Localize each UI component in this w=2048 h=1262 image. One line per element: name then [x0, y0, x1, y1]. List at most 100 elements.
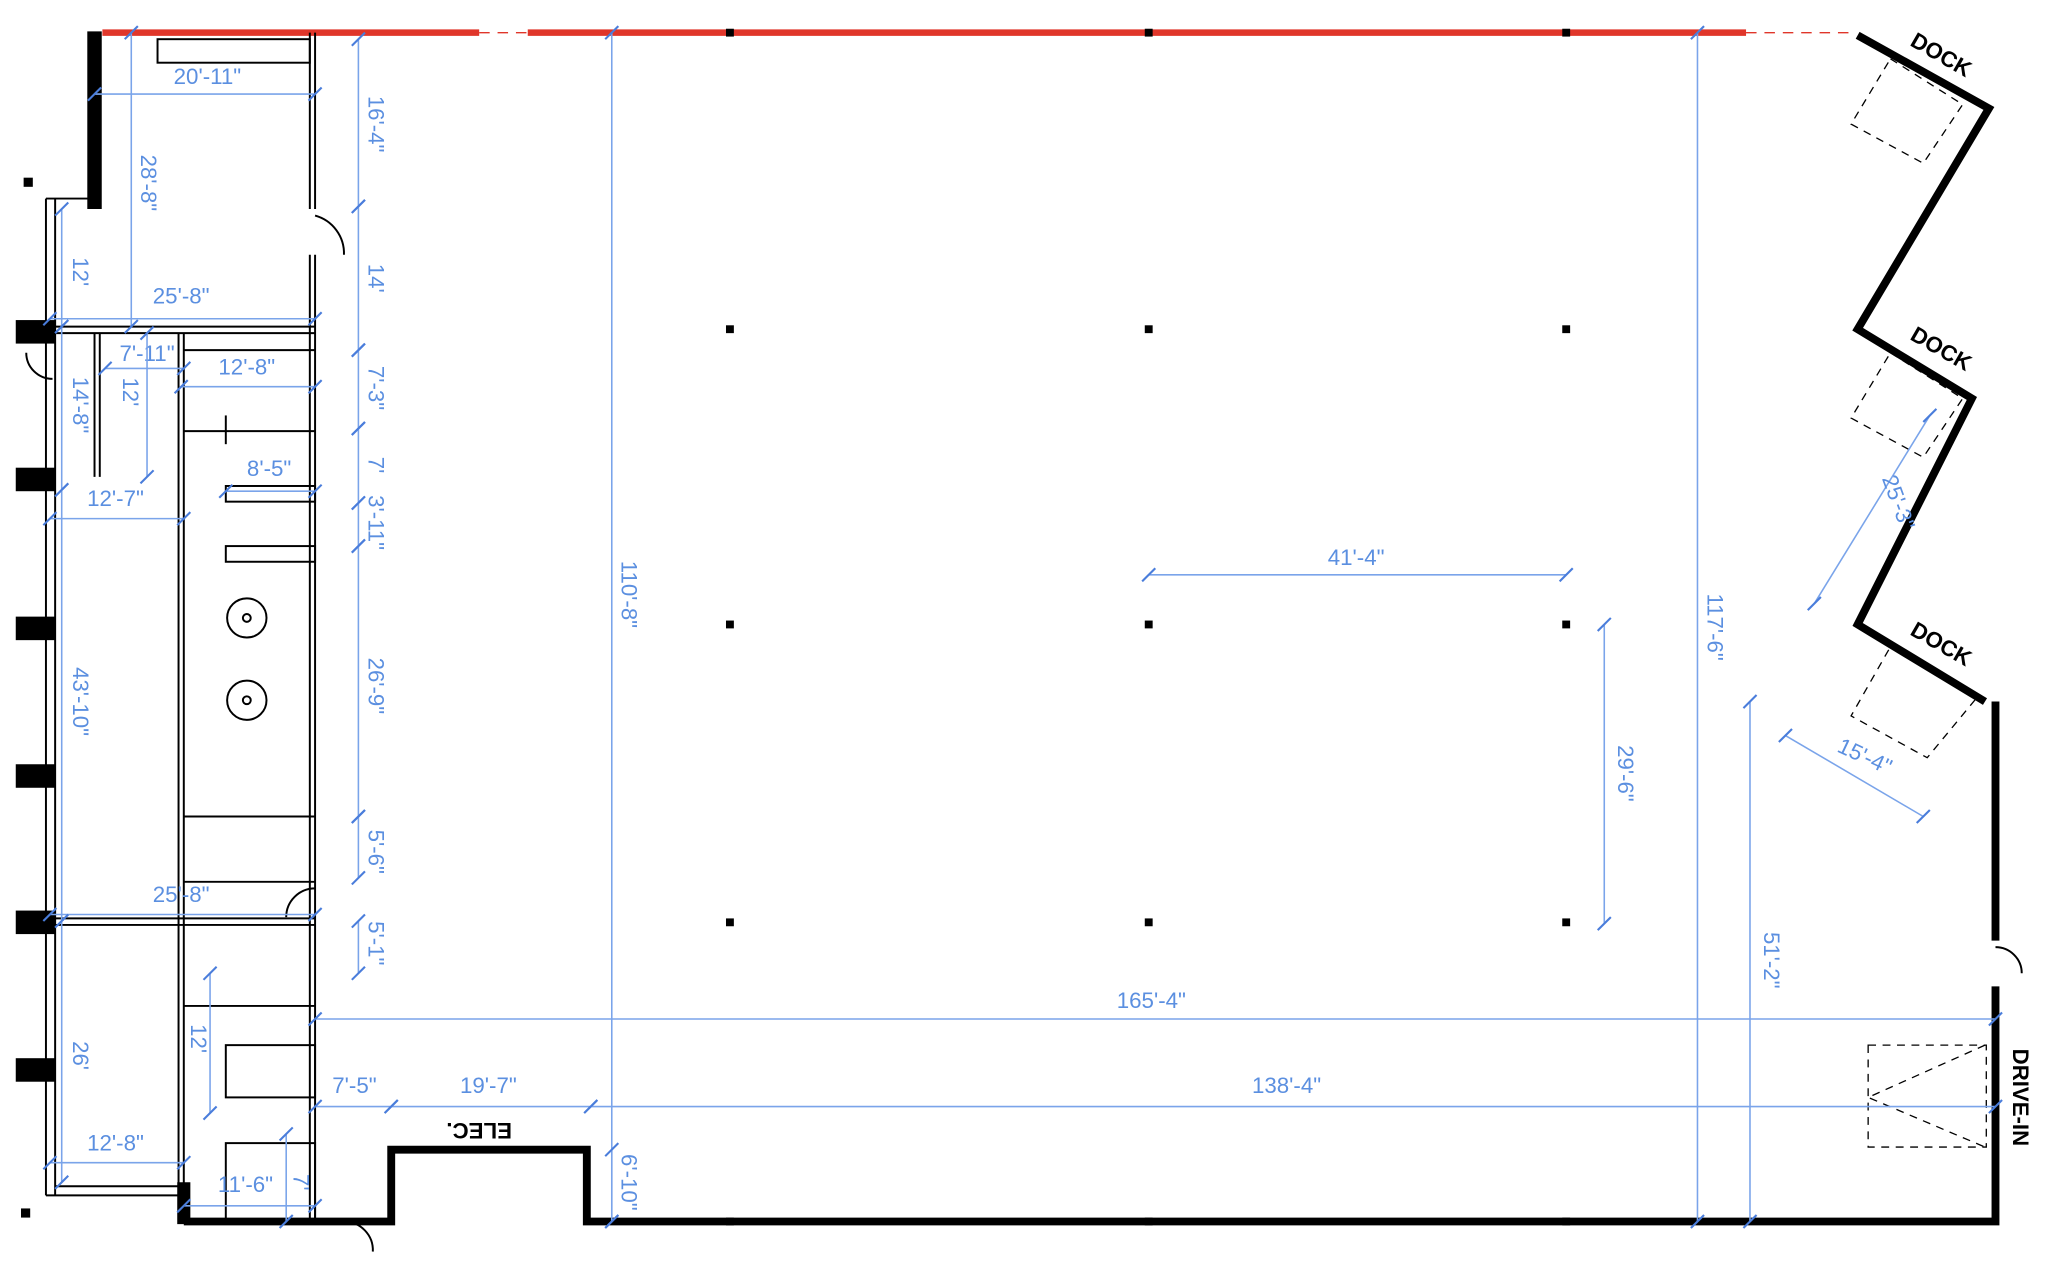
dimension-annotations: 20'-11"28'-8"16'-4"14'12'25'-8"7'-11"12'… [42, 25, 2003, 1229]
dimension-label: 117'-6" [1702, 593, 1727, 660]
dimension-label: 12' [68, 257, 93, 286]
dimension-label: 41'-4" [1328, 545, 1385, 570]
dimension-tick [307, 483, 323, 499]
dimension-tick [351, 495, 366, 511]
dimension-tick [139, 325, 155, 341]
dimension-tick [1778, 728, 1793, 743]
dimension-tick [351, 966, 366, 981]
dimension-tick [604, 25, 620, 40]
dimension-tick [307, 311, 323, 327]
dimension-label: 20'-11" [174, 64, 242, 89]
dimension-label: 16'-4" [363, 96, 388, 153]
column-marker [1144, 28, 1153, 37]
dimension-label: 7'-3" [363, 366, 388, 410]
dimension-tick [42, 907, 58, 922]
dimension-tick [351, 31, 366, 47]
dimension-line [1785, 734, 1924, 818]
dimension-label: 6'-10" [617, 1154, 642, 1211]
dimension-label: 51'-2" [1759, 932, 1784, 989]
dimension-label: 29'-6" [1613, 745, 1638, 802]
dimension-tick [307, 1011, 323, 1027]
dimension-label: 12' [118, 377, 143, 406]
dimension-tick [351, 913, 366, 929]
dimension-tick [1596, 916, 1612, 931]
dimension-tick [42, 511, 58, 526]
column-marker [1562, 28, 1571, 37]
dimension-tick [1558, 567, 1574, 583]
dimension-label: 15'-4" [1834, 733, 1896, 780]
room-labels: ELEC. DOCK DOCK DOCK DRIVE-IN [446, 28, 2033, 1146]
dimension-label: 12' [186, 1024, 211, 1053]
dimension-tick [218, 483, 234, 499]
dimension-label: 19'-7" [460, 1073, 517, 1098]
dimension-tick [383, 1099, 399, 1114]
dimension-label: 28'-8" [136, 155, 161, 212]
dimension-tick [604, 1142, 620, 1157]
dimension-tick [1988, 1099, 2003, 1114]
dimension-label: 12'-8" [218, 354, 275, 379]
dimension-tick [123, 25, 139, 40]
dimension-tick [1690, 1214, 1705, 1229]
dimension-tick [54, 319, 70, 334]
column-marker [725, 325, 734, 334]
label-drive-in: DRIVE-IN [2008, 1049, 2033, 1146]
dimension-label: 25'-8" [153, 284, 210, 309]
dimension-tick [202, 966, 218, 981]
dimension-tick [42, 1155, 58, 1170]
dimension-tick [351, 809, 366, 824]
dimension-tick [42, 311, 58, 327]
dimension-tick [278, 1214, 294, 1229]
dimension-tick [54, 482, 70, 498]
column-marker [1144, 620, 1153, 629]
dimension-tick [351, 199, 366, 214]
column-marker [725, 28, 734, 37]
column-marker [1144, 325, 1153, 334]
label-dock-1: DOCK [1906, 28, 1975, 82]
dimension-label: 25'-8" [153, 882, 210, 907]
dimension-label: 43'-10" [68, 667, 93, 736]
dimension-label: 110'-8" [617, 561, 642, 628]
dimension-tick [1742, 1214, 1758, 1229]
dimension-label: 26'-9" [363, 658, 388, 715]
dimension-tick [1596, 617, 1612, 632]
dimension-tick [307, 907, 323, 922]
dimension-tick [604, 1214, 620, 1229]
dimension-label: 11'-6" [218, 1172, 273, 1197]
dimension-tick [202, 1105, 218, 1121]
dimension-tick [307, 1099, 323, 1114]
dimension-tick [1922, 408, 1938, 423]
dimension-tick [176, 361, 192, 376]
dimension-tick [1988, 1011, 2003, 1027]
dimension-tick [123, 319, 139, 334]
column-marker [1562, 1217, 1571, 1226]
dimension-tick [54, 201, 70, 217]
exterior-walls [87, 31, 2000, 1226]
column-marker [1562, 620, 1571, 629]
column-marker [1562, 918, 1571, 927]
dimension-tick [176, 1198, 192, 1214]
dimension-label: 12'-8" [87, 1130, 144, 1155]
dimension-tick [307, 379, 323, 394]
dimension-tick [351, 342, 366, 358]
dimension-tick [351, 870, 366, 886]
dimension-label: 5'-6" [363, 830, 388, 874]
dimension-tick [1807, 596, 1822, 611]
dimension-tick [1915, 809, 1931, 824]
mullions [15, 177, 56, 1218]
dock-doors [1850, 57, 1987, 1148]
dimension-tick [176, 1155, 192, 1170]
dimension-tick [351, 421, 366, 436]
dimension-label: 8'-5" [247, 456, 291, 481]
structural-columns [725, 28, 1571, 1226]
dimension-tick [54, 1175, 70, 1190]
dimension-label: 138'-4" [1252, 1073, 1321, 1098]
dimension-tick [1742, 694, 1758, 709]
dimension-tick [583, 1099, 599, 1114]
column-marker [725, 1217, 734, 1226]
dimension-tick [176, 511, 192, 526]
dimension-label: 3'-11" [363, 495, 388, 550]
dimension-label: 14'-8" [68, 377, 93, 434]
dimension-label: 5'-1" [363, 921, 388, 965]
dimension-tick [54, 913, 70, 929]
